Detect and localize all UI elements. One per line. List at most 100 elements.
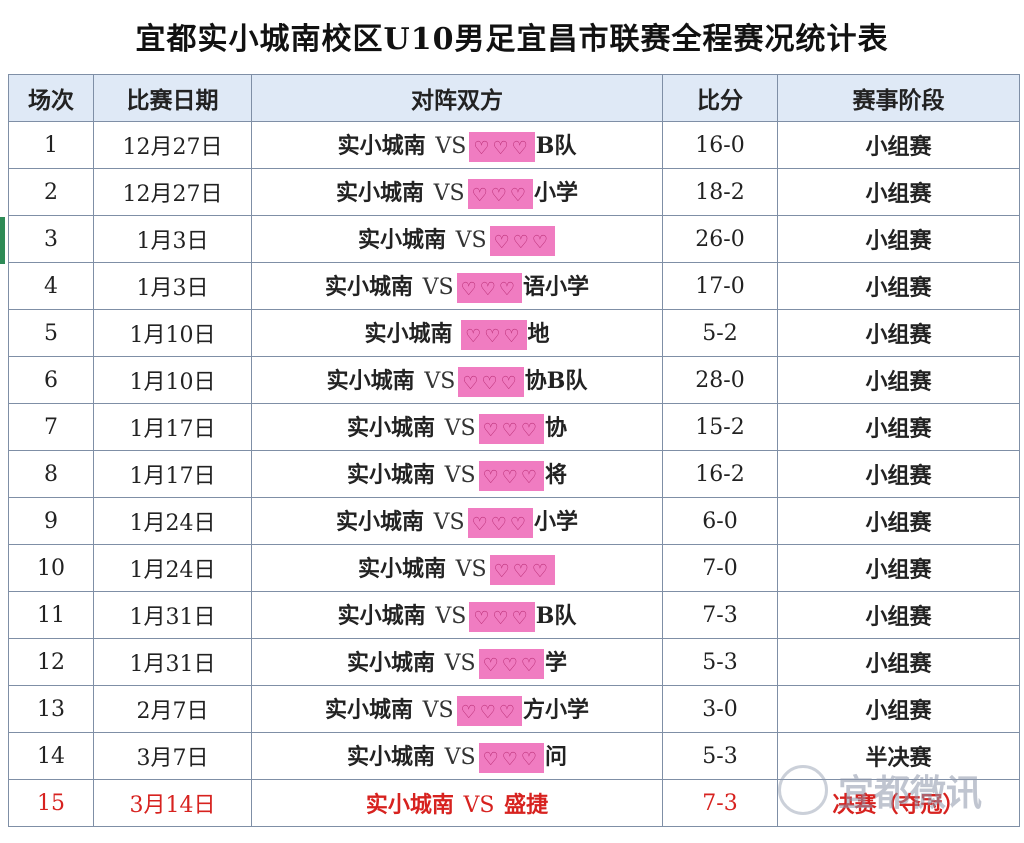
round-cell: 15 [8, 779, 94, 827]
stage-cell: 小组赛 [777, 215, 1020, 263]
home-team: 实小城南 [335, 180, 424, 206]
home-team: 实小城南 [346, 415, 435, 441]
round-cell: 2 [8, 168, 94, 216]
redaction-block: ♡♡♡ [458, 367, 524, 397]
opponent-suffix: 小学 [534, 509, 579, 535]
header-score: 比分 [662, 74, 778, 122]
redaction-block: ♡♡♡ [478, 743, 545, 773]
home-team: 实小城南 [357, 556, 446, 582]
stage-cell: 半决赛 [777, 732, 1020, 780]
table-row: 13 2月7日 实小城南 VS ♡♡♡ 方小学 3-0 小组赛 [8, 685, 1020, 733]
opponent-suffix: 问 [545, 744, 568, 770]
round-cell: 3 [8, 215, 94, 263]
date-cell: 3月14日 [93, 779, 252, 827]
table-row: 8 1月17日 实小城南 VS ♡♡♡ 将 16-2 小组赛 [8, 450, 1020, 498]
home-team: 实小城南 [346, 650, 435, 676]
matchup-cell: 实小城南 VS ♡♡♡ [251, 215, 663, 263]
heart-stickers-icon: ♡♡♡ [460, 702, 519, 723]
score-cell: 7-3 [662, 779, 778, 827]
heart-stickers-icon: ♡♡♡ [482, 655, 541, 676]
stage-cell: 小组赛 [777, 685, 1020, 733]
table-row: 11 1月31日 实小城南 VS ♡♡♡ B队 7-3 小组赛 [8, 591, 1020, 639]
table-row: 10 1月24日 实小城南 VS ♡♡♡ 7-0 小组赛 [8, 544, 1020, 592]
vs-label: VS [444, 651, 476, 676]
round-cell: 14 [8, 732, 94, 780]
table-row: 1 12月27日 实小城南 VS ♡♡♡ B队 16-0 小组赛 [8, 121, 1020, 169]
table-row: 12 1月31日 实小城南 VS ♡♡♡ 学 5-3 小组赛 [8, 638, 1020, 686]
header-stage: 赛事阶段 [777, 74, 1020, 122]
date-cell: 1月3日 [93, 262, 252, 310]
matchup-cell: 实小城南 VS ♡♡♡ 将 [251, 450, 663, 498]
table-row: 7 1月17日 实小城南 VS ♡♡♡ 协 15-2 小组赛 [8, 403, 1020, 451]
opponent-suffix: 地 [527, 321, 550, 347]
stage-cell: 小组赛 [777, 121, 1020, 169]
round-cell: 10 [8, 544, 94, 592]
vs-label: VS [444, 463, 476, 488]
heart-stickers-icon: ♡♡♡ [482, 420, 541, 441]
opponent-suffix: 协 [545, 415, 568, 441]
matchup-cell: 实小城南 VS ♡♡♡ 语小学 [251, 262, 663, 310]
redaction-block: ♡♡♡ [467, 179, 534, 209]
vs-label: VS [444, 416, 476, 441]
opponent-suffix: B队 [535, 603, 577, 629]
date-cell: 2月7日 [93, 685, 252, 733]
home-team: 实小城南 [365, 792, 454, 818]
date-cell: 1月10日 [93, 356, 252, 404]
opponent-team: 盛捷 [504, 792, 549, 818]
heart-stickers-icon: ♡♡♡ [493, 232, 552, 253]
score-cell: 26-0 [662, 215, 778, 263]
header-row: 场次 比赛日期 对阵双方 比分 赛事阶段 [8, 74, 1020, 122]
home-team: 实小城南 [324, 697, 413, 723]
matchup-cell: 实小城南 ♡♡♡ 地 [251, 309, 663, 357]
round-cell: 1 [8, 121, 94, 169]
round-cell: 9 [8, 497, 94, 545]
stage-cell: 小组赛 [777, 168, 1020, 216]
table-row: 3 1月3日 实小城南 VS ♡♡♡ 26-0 小组赛 [8, 215, 1020, 263]
round-cell: 13 [8, 685, 94, 733]
score-cell: 28-0 [662, 356, 778, 404]
stage-cell: 小组赛 [777, 497, 1020, 545]
heart-stickers-icon: ♡♡♡ [482, 749, 541, 770]
round-cell: 11 [8, 591, 94, 639]
table-row: 5 1月10日 实小城南 ♡♡♡ 地 5-2 小组赛 [8, 309, 1020, 357]
redaction-block: ♡♡♡ [478, 461, 545, 491]
date-cell: 1月3日 [93, 215, 252, 263]
score-cell: 3-0 [662, 685, 778, 733]
stage-cell: 小组赛 [777, 591, 1020, 639]
vs-label: VS [424, 369, 456, 394]
heart-stickers-icon: ♡♡♡ [493, 561, 552, 582]
opponent-suffix: 协B队 [524, 368, 588, 394]
heart-stickers-icon: ♡♡♡ [465, 326, 523, 347]
score-cell: 7-3 [662, 591, 778, 639]
redaction-block: ♡♡♡ [478, 414, 545, 444]
round-cell: 5 [8, 309, 94, 357]
redaction-block: ♡♡♡ [456, 696, 523, 726]
round-cell: 4 [8, 262, 94, 310]
table-row: 4 1月3日 实小城南 VS ♡♡♡ 语小学 17-0 小组赛 [8, 262, 1020, 310]
date-cell: 3月7日 [93, 732, 252, 780]
stage-cell: 小组赛 [777, 638, 1020, 686]
stage-cell: 小组赛 [777, 309, 1020, 357]
home-team: 实小城南 [337, 603, 426, 629]
opponent-suffix: 学 [545, 650, 568, 676]
opponent-suffix: 语小学 [523, 274, 590, 300]
table-row: 14 3月7日 实小城南 VS ♡♡♡ 问 5-3 半决赛 [8, 732, 1020, 780]
opponent-suffix: 将 [545, 462, 568, 488]
score-cell: 17-0 [662, 262, 778, 310]
table-row: 6 1月10日 实小城南 VS ♡♡♡ 协B队 28-0 小组赛 [8, 356, 1020, 404]
round-cell: 7 [8, 403, 94, 451]
matchup-cell: 实小城南 VS ♡♡♡ 协B队 [251, 356, 663, 404]
stage-cell: 小组赛 [777, 403, 1020, 451]
results-table: 场次 比赛日期 对阵双方 比分 赛事阶段 1 12月27日 实小城南 VS ♡♡♡ B队… [8, 74, 1020, 827]
vs-label: VS [444, 745, 476, 770]
home-team: 实小城南 [346, 744, 435, 770]
score-cell: 5-3 [662, 638, 778, 686]
vs-label: VS [455, 557, 487, 582]
date-cell: 1月31日 [93, 591, 252, 639]
stage-cell: 决赛（夺冠） [777, 779, 1020, 827]
home-team: 实小城南 [335, 509, 424, 535]
table-body: 1 12月27日 实小城南 VS ♡♡♡ B队 16-0 小组赛 2 12月27日 实小城南 VS… [8, 121, 1020, 827]
redaction-block: ♡♡♡ [456, 273, 523, 303]
score-cell: 6-0 [662, 497, 778, 545]
opponent-suffix: 方小学 [523, 697, 590, 723]
